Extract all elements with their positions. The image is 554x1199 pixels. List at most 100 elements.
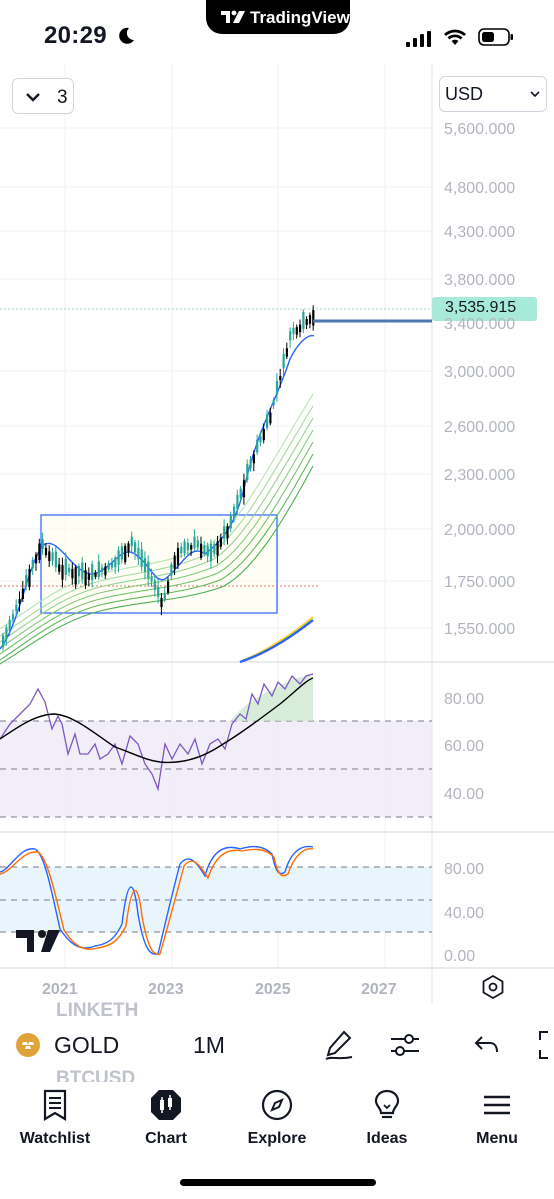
candle-body [130,536,133,547]
moon-icon [119,27,134,44]
candle-body [143,558,147,572]
candle-body [71,568,74,579]
current-price-label: 3,535.915 [445,299,517,316]
chart-icon [151,1090,181,1120]
ma-ribbon [0,393,314,665]
candle-body [226,526,229,539]
candle-body [285,348,288,357]
bottom-navigation: Watchlist Chart Explore Ideas [0,1082,554,1199]
stoch-axis-label: 40.00 [444,905,484,922]
nav-chart-label: Chart [145,1130,187,1147]
indicators-settings-icon[interactable] [388,1028,422,1062]
price-axis-label: 2,300.000 [444,467,515,484]
home-indicator [180,1179,376,1186]
interval-selector-button[interactable]: 3 [12,78,74,114]
nav-menu[interactable]: Menu [442,1088,552,1158]
time-axis-label: 2021 [42,981,78,998]
candle-body [58,564,61,572]
symbol-name[interactable]: GOLD [54,1032,120,1058]
nav-explore[interactable]: Explore [222,1088,332,1158]
rsi-axis-label: 40.00 [444,786,484,803]
nav-watchlist[interactable]: Watchlist [0,1088,110,1158]
stoch-axis-label: 80.00 [444,861,484,878]
candle-body [2,635,5,648]
candle-body [91,564,94,581]
time-axis-label: 2027 [361,981,397,998]
candle-body [120,546,123,560]
menu-icon [484,1095,510,1115]
price-axis-label: 3,000.000 [444,364,515,381]
drawing-tools-icon[interactable] [322,1028,356,1062]
dynamic-island: TradingView [206,0,350,34]
gold-symbol-icon [16,1033,40,1057]
candle-body [203,545,206,554]
tradingview-watermark-icon [16,930,60,952]
nav-ideas[interactable]: Ideas [332,1088,442,1158]
candle-body [25,574,28,587]
status-bar: 20:29 TradingView [0,0,554,64]
nav-chart[interactable]: Chart [111,1088,221,1158]
candle-body [134,542,137,553]
candle-body [11,614,15,620]
price-axis-label: 1,750.000 [444,574,515,591]
fullscreen-icon[interactable] [536,1028,554,1062]
candle-body [206,545,209,557]
candle-body [246,464,249,481]
candle-body [262,428,265,441]
rsi-line [0,673,314,792]
candle-body [249,459,252,469]
price-axis-label: 2,000.000 [444,522,515,539]
candle-body [101,567,104,573]
candle-body [308,315,312,324]
candle-body [256,439,259,453]
nav-explore-label: Explore [247,1130,307,1147]
chart-canvas[interactable]: 5,600.000 4,800.000 4,300.000 3,800.000 3,40… [0,64,554,1004]
compass-icon [261,1089,293,1121]
nav-ideas-label: Ideas [366,1130,408,1147]
candle-body [94,572,97,578]
candle-body [282,353,285,369]
candle-body [233,506,236,519]
candle-body [223,526,226,539]
candle-body [275,381,279,395]
candle-body [295,327,298,335]
rsi-axis-label: 60.00 [444,738,484,755]
dynamic-island-label: TradingView [250,8,350,27]
chart-area[interactable]: 5,600.000 4,800.000 4,300.000 3,800.000 3,40… [0,64,554,1004]
candle-body [64,558,67,575]
currency-selector[interactable]: USD [439,76,547,112]
cellular-signal-icon [406,31,431,47]
candle-body [213,544,216,554]
candle-body [104,566,107,576]
candle-body [51,552,54,561]
candle-body [137,547,140,559]
timeframe-button[interactable]: 1M [193,1032,225,1058]
battery-icon [478,28,513,46]
price-axis-label: 3,800.000 [444,272,515,289]
candle-body [38,543,41,560]
candle-body [289,331,292,341]
undo-icon[interactable] [470,1028,504,1062]
candle-body [170,564,173,576]
scale-settings-icon[interactable] [480,974,506,1000]
candle-body [279,375,282,381]
candle-body [140,549,143,567]
stoch-d-line [0,848,314,956]
candle-body [216,541,219,556]
range-box[interactable] [40,514,278,614]
price-axis-label: 3,400.000 [444,316,515,333]
tradingview-logo-icon [221,10,245,23]
price-axis-label: 4,800.000 [444,180,515,197]
candle-body [41,539,44,549]
chart-toolbar: LINKETH GOLD 1M BTCUSD [0,1000,554,1089]
candle-body [8,619,11,630]
time-axis-label: 2023 [148,981,184,998]
candle-body [87,573,90,580]
price-axis-label: 4,300.000 [444,224,515,241]
candle-body [242,480,246,498]
candle-body [77,566,81,577]
candle-body [173,555,176,569]
rsi-ma-line [0,677,314,764]
candle-body [269,412,272,424]
candlestick-series [2,305,315,651]
